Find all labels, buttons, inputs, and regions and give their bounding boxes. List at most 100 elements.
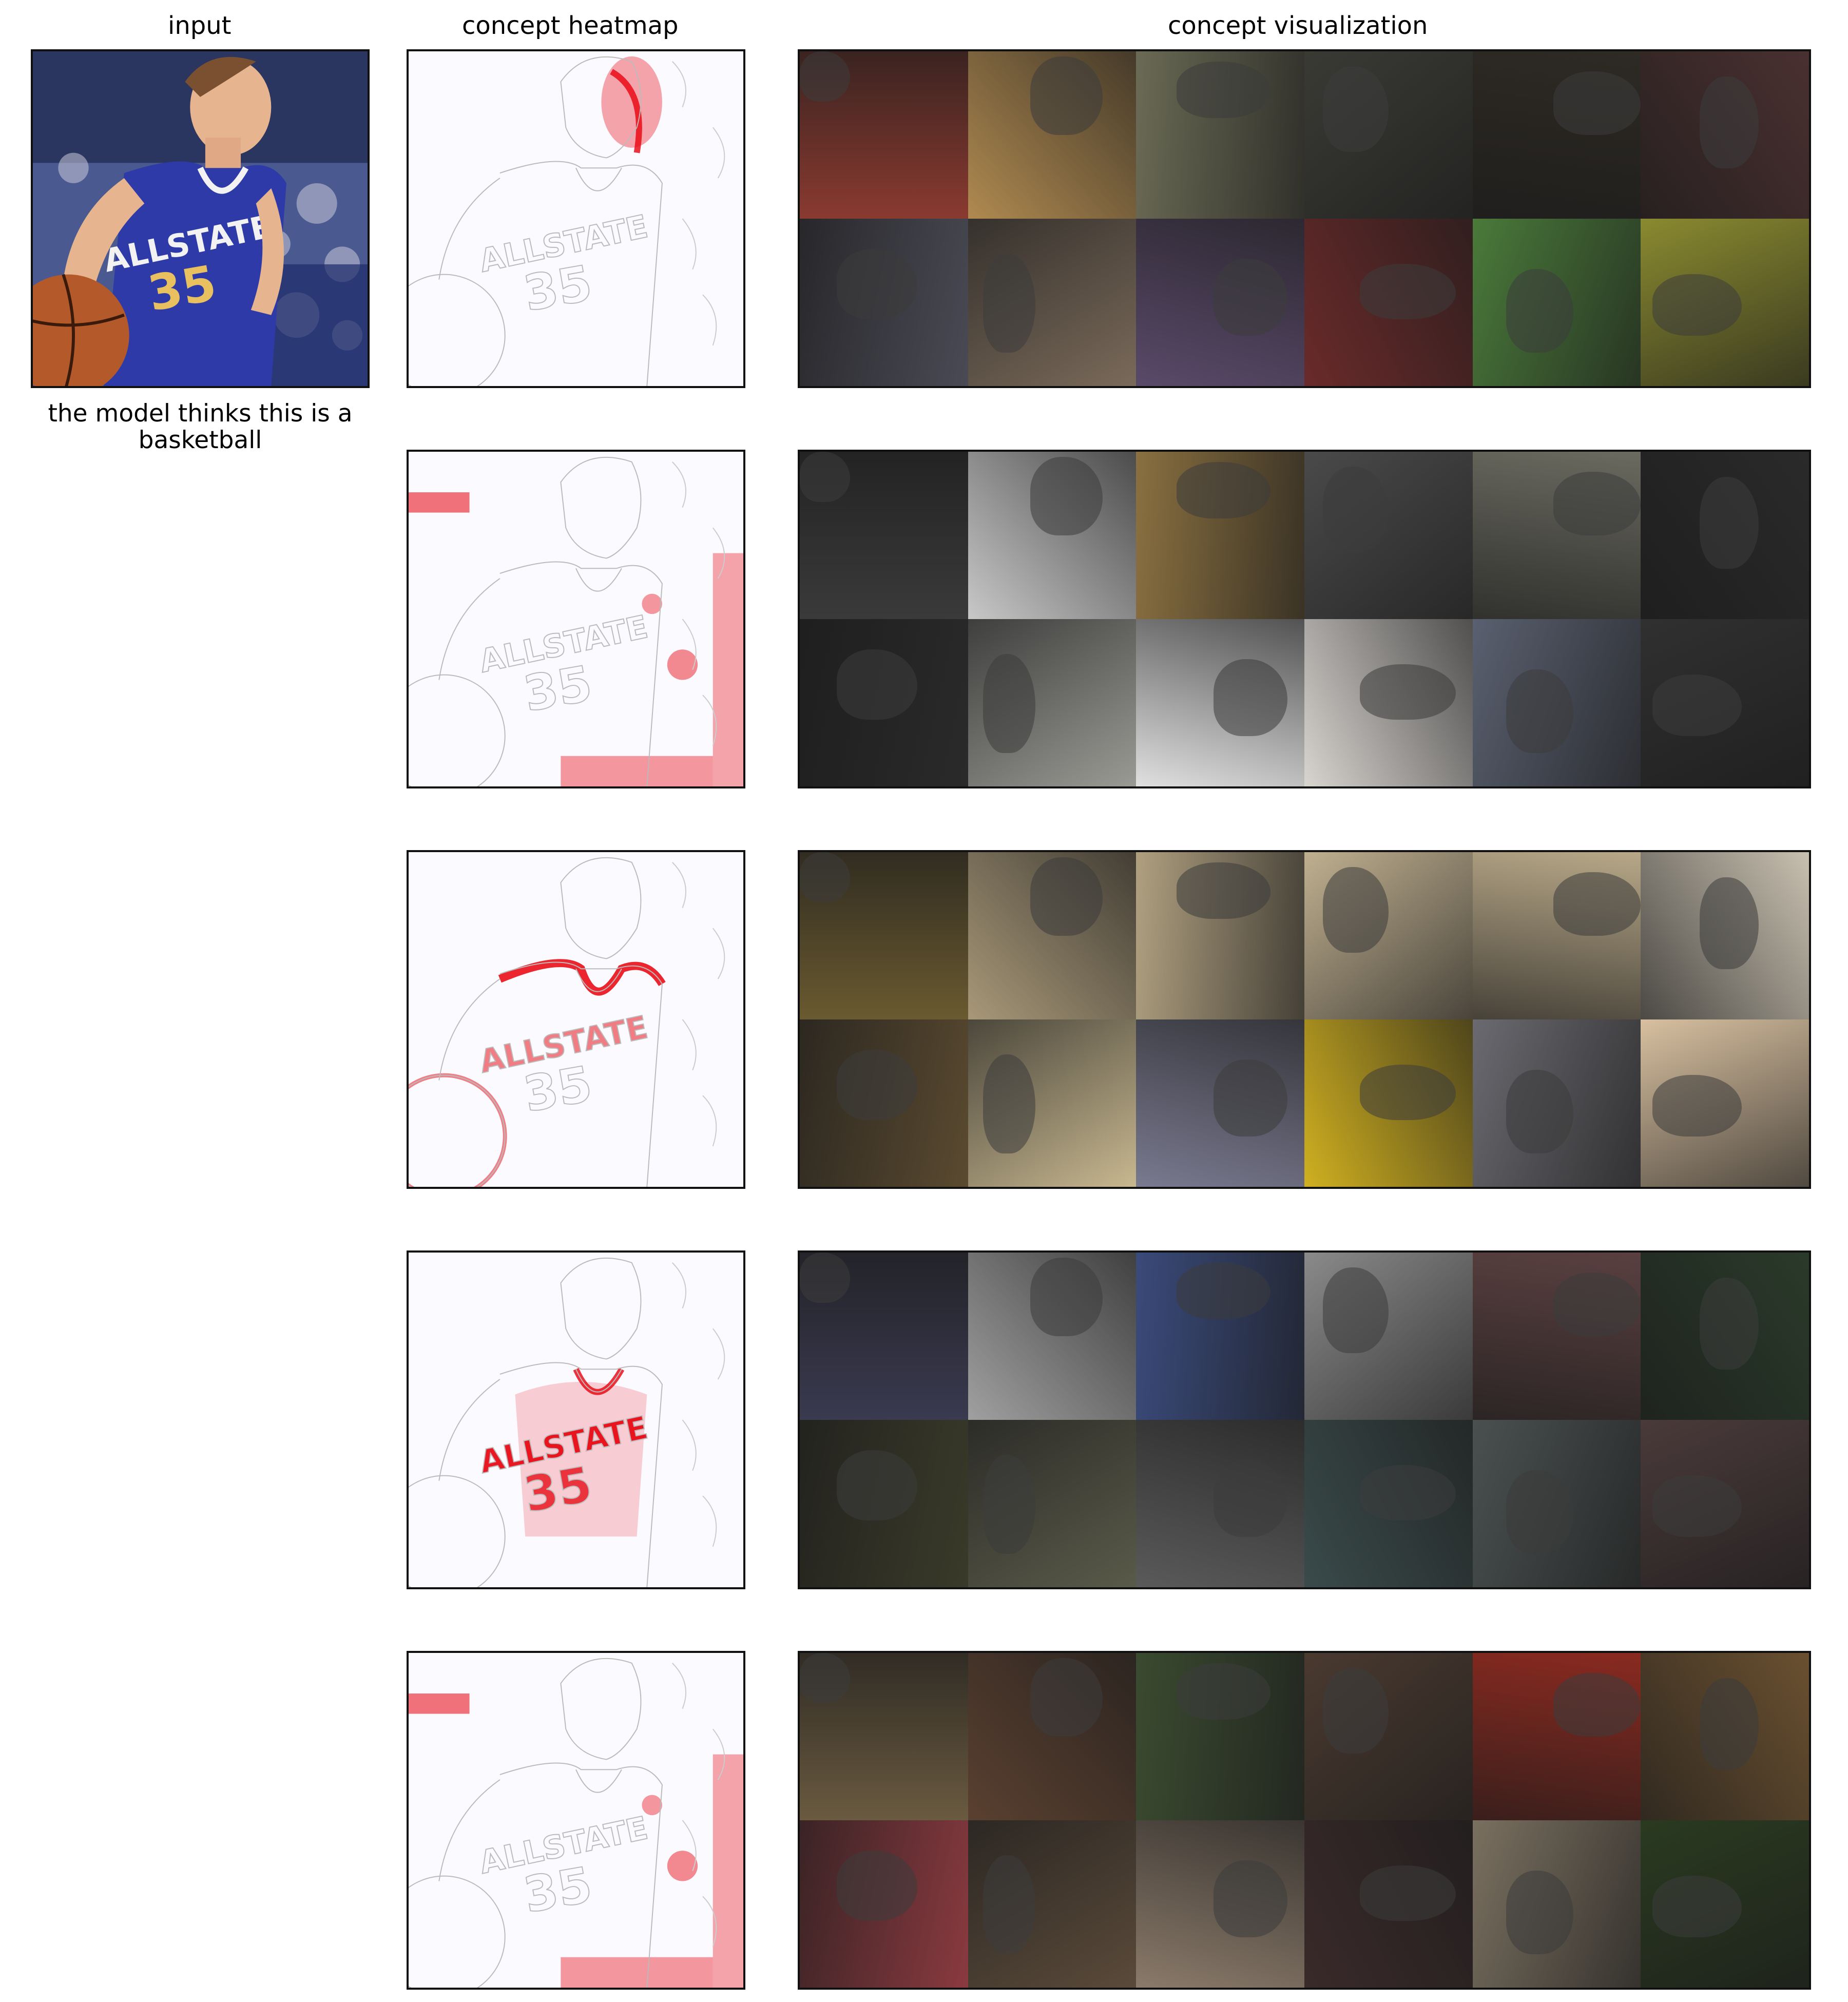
concept-example-image — [1472, 1820, 1641, 1988]
svg-text:35: 35 — [519, 255, 596, 322]
concept-example-image — [1472, 219, 1641, 386]
concept-mask-shade — [1360, 1065, 1456, 1120]
concept-mask-shade — [1506, 669, 1574, 753]
concept-mask-shade — [983, 1455, 1035, 1554]
concept-example-image — [800, 619, 968, 786]
concept-heatmap-people-faces: ALLSTATE 35 — [407, 49, 745, 388]
concept-mask-shade — [1030, 456, 1103, 535]
svg-text:35: 35 — [519, 1456, 596, 1524]
concept-mask-shade — [1176, 1262, 1271, 1320]
concept-mask-shade — [1176, 1663, 1271, 1720]
concept-mask-shade — [1176, 862, 1271, 919]
concept-example-image — [1304, 852, 1473, 1019]
concept-visualization-basketball-players — [798, 850, 1811, 1189]
concept-example-image — [968, 1420, 1137, 1587]
concept-example-image — [1472, 619, 1641, 786]
concept-mask-shade — [1700, 476, 1759, 569]
concept-mask-shade — [1506, 268, 1574, 353]
concept-example-image — [1304, 219, 1473, 386]
concept-mask-shade — [1553, 71, 1641, 135]
svg-text:35: 35 — [519, 1857, 596, 1924]
concept-example-image — [800, 219, 968, 386]
concept-mask-shade — [1214, 259, 1288, 336]
concept-example-image — [1641, 1820, 1809, 1988]
concept-visualization-mushrooms-forest-floor — [798, 1651, 1811, 1990]
concept-mask-shade — [983, 1054, 1035, 1153]
concept-example-image — [1304, 452, 1473, 619]
concept-example-image — [1472, 1019, 1641, 1187]
concept-example-image — [1136, 219, 1304, 386]
concept-mask-shade — [983, 1855, 1035, 1954]
concept-mask-shade — [1700, 1678, 1759, 1770]
input-column-title: input — [168, 11, 232, 40]
concept-mask-shade — [1652, 274, 1742, 336]
concept-example-image — [968, 1253, 1137, 1420]
concept-mask-shade — [800, 852, 851, 902]
concept-example-image — [968, 619, 1137, 786]
concept-example-image — [1304, 1820, 1473, 1988]
concept-mask-shade — [1553, 472, 1641, 535]
concept-example-image — [1304, 1420, 1473, 1587]
concept-mask-shade — [800, 452, 851, 502]
concept-mask-shade — [1323, 1267, 1389, 1353]
concept-example-image — [968, 1019, 1137, 1187]
svg-text:35: 35 — [519, 1456, 596, 1524]
concept-example-image — [800, 1019, 968, 1187]
concept-example-image — [800, 51, 968, 219]
concept-example-image — [1136, 1653, 1304, 1820]
concept-example-image — [1472, 1653, 1641, 1820]
concept-mask-shade — [1506, 1870, 1574, 1954]
concept-example-image — [1304, 1019, 1473, 1187]
concept-example-image — [800, 852, 968, 1019]
concept-example-image — [1136, 51, 1304, 219]
concept-example-image — [1641, 852, 1809, 1019]
concept-visualization-keyboard-keys — [798, 450, 1811, 788]
jersey-number: 35 — [144, 255, 220, 322]
concept-mask-shade — [1323, 1668, 1389, 1754]
concept-mask-shade — [837, 649, 918, 720]
concept-mask-shade — [800, 1253, 851, 1303]
concept-example-image — [968, 1820, 1137, 1988]
concept-mask-shade — [1030, 56, 1103, 135]
concept-mask-shade — [1323, 467, 1389, 552]
concept-mask-shade — [1506, 1470, 1574, 1554]
concept-mask-shade — [800, 51, 851, 102]
concept-example-image — [1136, 452, 1304, 619]
concept-mask-shade — [1214, 1860, 1288, 1938]
concept-example-image — [968, 852, 1137, 1019]
concept-example-image — [1472, 51, 1641, 219]
concept-mask-shade — [1553, 1673, 1641, 1737]
concept-example-image — [800, 1253, 968, 1420]
concept-heatmap-mushrooms-forest-floor: ALLSTATE 35 — [407, 1651, 745, 1990]
concept-example-image — [800, 452, 968, 619]
concept-example-image — [1304, 51, 1473, 219]
concept-mask-shade — [1553, 1273, 1641, 1336]
concept-example-image — [1304, 1653, 1473, 1820]
concept-mask-shade — [1030, 1257, 1103, 1336]
concept-example-image — [968, 1653, 1137, 1820]
concept-example-image — [1641, 619, 1809, 786]
concept-mask-shade — [1030, 857, 1103, 936]
concept-example-image — [1641, 1019, 1809, 1187]
concept-mask-shade — [1176, 61, 1271, 119]
concept-visualization-team-uniforms — [798, 1250, 1811, 1589]
concept-mask-shade — [1652, 1074, 1742, 1137]
concept-mask-shade — [1176, 461, 1271, 519]
concept-example-image — [1136, 852, 1304, 1019]
concept-example-image — [1472, 1420, 1641, 1587]
concept-mask-shade — [1214, 1460, 1288, 1537]
concept-mask-shade — [837, 248, 918, 319]
concept-example-image — [1641, 1253, 1809, 1420]
concept-example-image — [968, 219, 1137, 386]
concept-example-image — [1136, 619, 1304, 786]
concept-mask-shade — [1030, 1658, 1103, 1737]
concept-mask-shade — [1214, 659, 1288, 737]
concept-mask-shade — [837, 1049, 918, 1120]
concept-example-image — [1641, 1420, 1809, 1587]
concept-example-image — [1641, 51, 1809, 219]
concept-example-image — [1472, 1253, 1641, 1420]
concept-mask-shade — [1700, 76, 1759, 169]
svg-text:35: 35 — [519, 1056, 596, 1123]
concept-example-image — [800, 1653, 968, 1820]
heatmap-column-title: concept heatmap — [462, 11, 679, 40]
